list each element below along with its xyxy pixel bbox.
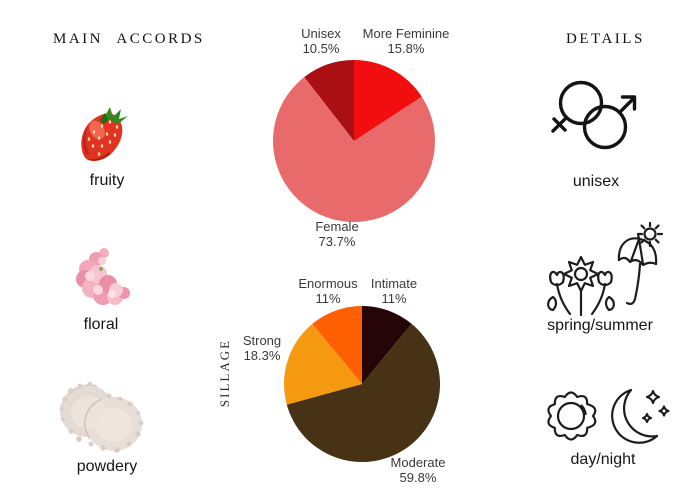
pie-slice-intimate	[362, 306, 412, 384]
accord-label-floral: floral	[83, 316, 119, 333]
pie-slice-more-feminine	[354, 60, 422, 141]
pie-slice-moderate	[286, 323, 440, 463]
pie-slice-enormous	[312, 306, 362, 384]
detail-label-unisex: unisex	[572, 173, 620, 190]
details-header: DETAILS	[566, 31, 645, 47]
flowers-umbrella-sun-icon	[547, 222, 664, 317]
sillage-label-intimate: Intimate 11%	[370, 276, 418, 306]
accord-label-powdery: powdery	[76, 458, 138, 475]
main-accords-header: MAIN ACCORDS	[53, 31, 205, 47]
pie-slice-strong	[283, 323, 362, 405]
powder-image	[59, 381, 144, 453]
gender-label-more-feminine: More Feminine 15.8%	[362, 26, 450, 56]
sillage-label-enormous: Enormous 11%	[298, 276, 358, 306]
detail-label-spring-summer: spring/summer	[547, 317, 653, 334]
detail-label-day-night: day/night	[570, 451, 636, 468]
gender-pie-chart	[273, 60, 436, 222]
sillage-pie-chart	[283, 306, 440, 463]
pie-slice-female	[273, 77, 436, 222]
sillage-label-moderate: Moderate 59.8%	[390, 455, 446, 485]
pie-slice-unisex	[304, 60, 354, 141]
gender-label-unisex: Unisex 10.5%	[301, 26, 341, 56]
male-female-symbols-icon	[551, 80, 637, 150]
accord-label-fruity: fruity	[89, 172, 125, 189]
strawberry-image	[81, 107, 128, 162]
sun-and-moon-icon	[547, 388, 670, 444]
sillage-label-strong: Strong 18.3%	[242, 333, 282, 363]
gender-label-female: Female 73.7%	[315, 219, 359, 249]
sillage-axis-label: SILLAGE	[217, 338, 232, 408]
carnation-image	[76, 248, 130, 305]
